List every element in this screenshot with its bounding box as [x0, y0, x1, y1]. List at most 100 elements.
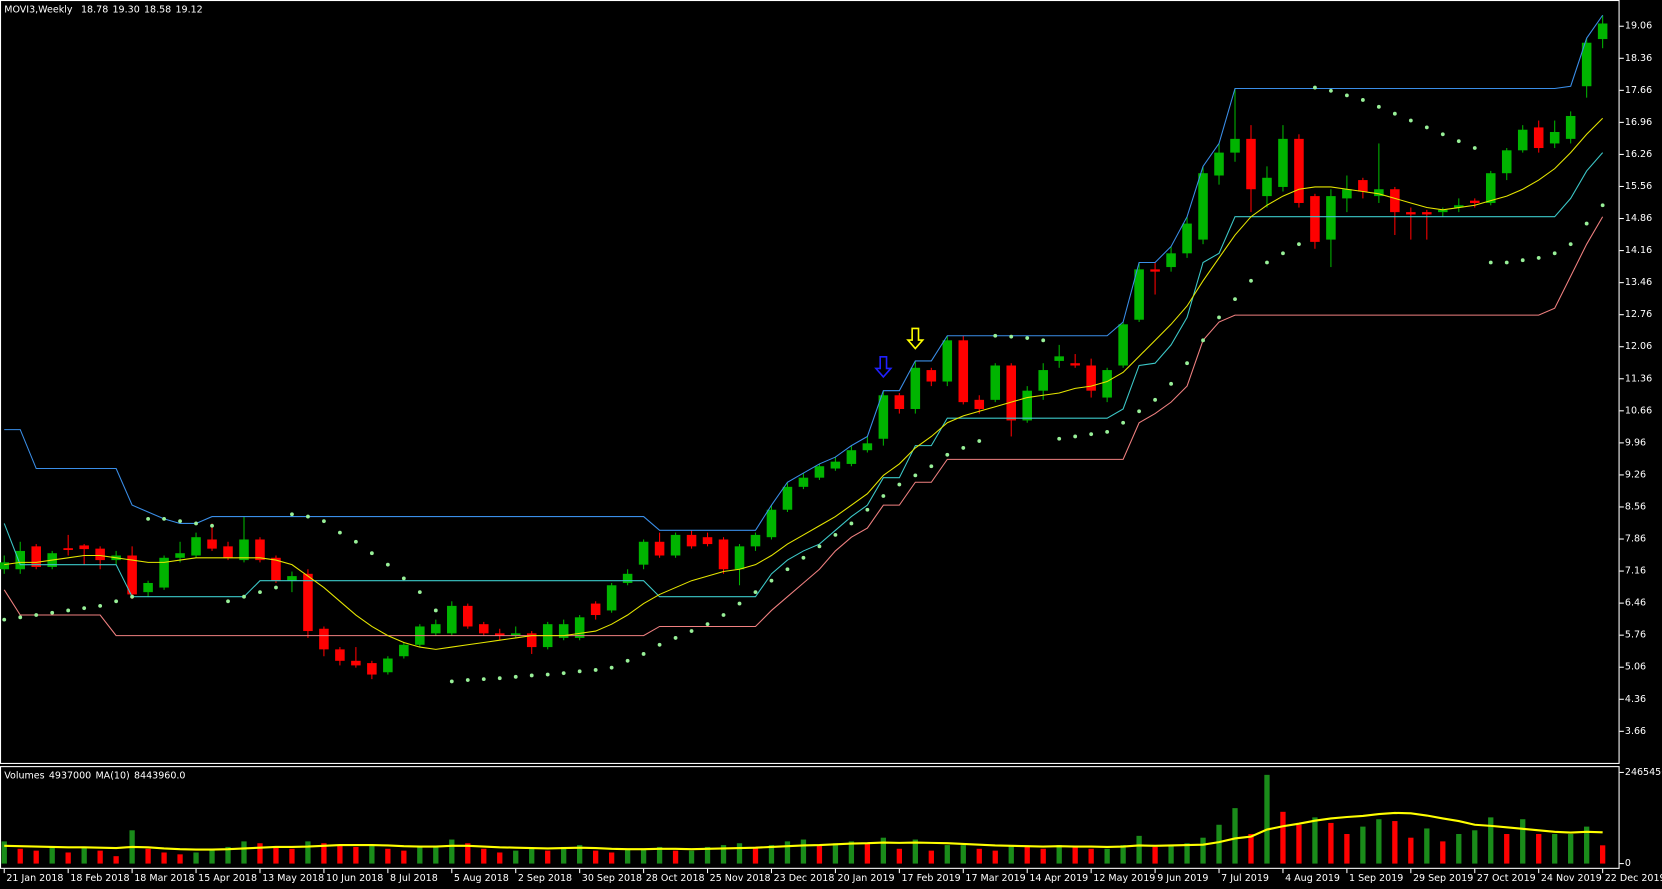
- x-tick-label: 27 Oct 2019: [1477, 873, 1536, 884]
- volume-bar: [369, 845, 375, 864]
- candle-body: [926, 370, 937, 382]
- sar-dot: [1041, 338, 1046, 343]
- y-tick-label: 12.76: [1625, 309, 1652, 320]
- last-close: 19.12: [175, 4, 202, 15]
- sar-dot: [561, 671, 566, 676]
- candle-body: [351, 660, 361, 666]
- candle-body: [1182, 223, 1192, 254]
- sar-dot: [785, 567, 790, 572]
- x-tick-label: 1 Sep 2019: [1349, 873, 1403, 884]
- volume-bar: [385, 848, 391, 864]
- sar-dot: [849, 521, 854, 526]
- x-tick-label: 10 Jun 2018: [326, 873, 383, 884]
- sar-dot: [1329, 88, 1333, 93]
- sar-dot: [513, 674, 518, 679]
- chart-header: MOVI3,Weekly 18.78 19.30 18.58 19.12: [4, 4, 203, 15]
- volume-bar: [529, 848, 535, 864]
- volume-bar: [1280, 811, 1286, 864]
- volume-bar: [896, 848, 902, 864]
- candle-body: [319, 628, 329, 650]
- sar-dot: [545, 672, 550, 677]
- volume-bar: [209, 848, 215, 864]
- sar-dot: [1552, 251, 1557, 256]
- sar-dot: [1568, 242, 1573, 247]
- candle-body: [830, 461, 841, 469]
- sar-dot: [609, 665, 614, 670]
- sar-dot: [497, 676, 502, 681]
- sar-dot: [1185, 361, 1189, 366]
- volume-bar: [177, 854, 183, 864]
- sar-dot: [34, 613, 39, 617]
- x-tick-label: 17 Feb 2019: [901, 873, 960, 884]
- sar-dot: [130, 594, 135, 599]
- candle-body: [910, 367, 921, 409]
- sar-dot: [1249, 278, 1253, 283]
- sar-dot: [449, 679, 454, 684]
- x-tick-label: 18 Feb 2018: [70, 873, 129, 884]
- candle-body: [1054, 356, 1064, 361]
- volume-bar: [1456, 834, 1462, 864]
- candle-body: [1278, 138, 1288, 187]
- candle-body: [399, 644, 409, 657]
- volume-bar: [1312, 817, 1318, 864]
- y-tick-label: 7.86: [1625, 534, 1646, 545]
- volume-bar: [449, 839, 455, 864]
- y-tick-label: 15.56: [1625, 181, 1652, 192]
- sar-dot: [1456, 139, 1461, 144]
- sar-dot: [306, 514, 310, 519]
- sar-dot: [577, 669, 582, 674]
- y-tick-label: 10.66: [1625, 405, 1652, 416]
- sar-dot: [1392, 111, 1397, 116]
- volume-bar: [1072, 846, 1078, 864]
- sar-dot: [353, 539, 358, 544]
- sar-dot: [1169, 381, 1173, 386]
- candle-body: [846, 450, 857, 464]
- sar-dot: [1520, 258, 1525, 263]
- candle-body: [1358, 180, 1368, 192]
- candle-body: [1422, 212, 1432, 215]
- sar-dot: [82, 606, 87, 611]
- volume-bar: [65, 852, 71, 864]
- candle-body: [510, 633, 521, 636]
- volume-bar: [1168, 845, 1174, 864]
- sar-dot: [1488, 260, 1493, 265]
- volume-bar: [1360, 826, 1366, 864]
- candle-body: [287, 576, 297, 581]
- volume-bar: [656, 846, 663, 864]
- sar-dot: [1440, 132, 1445, 137]
- y-tick-label: 16.26: [1625, 149, 1652, 160]
- candle-body: [335, 649, 345, 661]
- volume-bar: [497, 852, 503, 864]
- volume-bar: [465, 843, 471, 864]
- candle-body: [1118, 324, 1128, 366]
- volume-bar: [1552, 834, 1558, 864]
- candle-body: [862, 443, 873, 451]
- sar-dot: [1408, 118, 1413, 123]
- volume-bar: [81, 846, 87, 864]
- volume-bar: [1136, 835, 1142, 864]
- volume-bar: [257, 843, 263, 864]
- volume-bar: [624, 848, 631, 864]
- sar-dot: [881, 494, 886, 498]
- volume-bar: [1248, 834, 1254, 864]
- sar-dot: [1121, 420, 1126, 425]
- x-tick-label: 17 Mar 2019: [965, 873, 1025, 884]
- candle-body: [1262, 177, 1272, 197]
- last-high: 19.30: [113, 4, 140, 15]
- volume-bar: [145, 848, 151, 864]
- signal-arrow: [874, 356, 893, 379]
- candle-body: [447, 605, 457, 634]
- volume-header: Volumes 4937000 MA(10) 8443960.0: [4, 770, 185, 781]
- volume-bar: [97, 850, 103, 864]
- volume-bar: [1056, 845, 1062, 864]
- price-pane-frame: [0, 0, 1620, 764]
- indicator-line: [4, 14, 1604, 531]
- sar-dot: [801, 555, 806, 560]
- sar-dot: [274, 585, 278, 590]
- volume-bar: [992, 850, 998, 864]
- sar-dot: [1137, 409, 1142, 414]
- sar-dot: [977, 439, 982, 443]
- x-tick-label: 24 Nov 2019: [1541, 873, 1602, 884]
- candle-body: [958, 340, 969, 403]
